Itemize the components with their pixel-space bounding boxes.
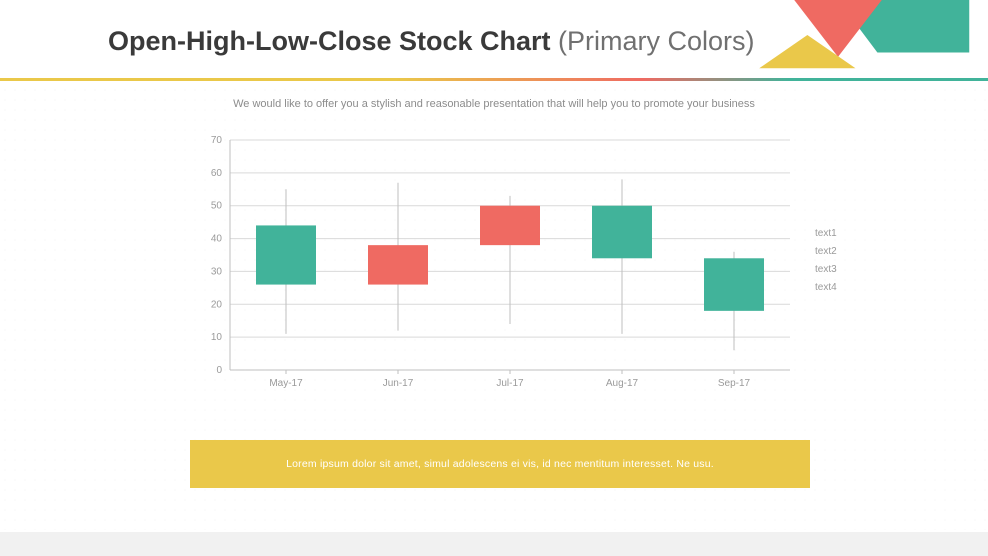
x-tick-label: May-17 xyxy=(269,378,303,389)
title-sub: (Primary Colors) xyxy=(551,26,755,56)
x-tick-label: Sep-17 xyxy=(718,378,751,389)
y-tick-label: 60 xyxy=(211,168,223,179)
yellow-triangle-icon xyxy=(759,35,855,68)
subtitle-text: We would like to offer you a stylish and… xyxy=(0,98,988,110)
footer-bar xyxy=(0,532,988,556)
legend-item: text4 xyxy=(815,279,837,297)
title-main: Open-High-Low-Close Stock Chart xyxy=(108,26,551,56)
ohlc-chart: 0 10 20 30 40 50 60 70 May-17 Jun-17 Jul-17 Aug-17 S… xyxy=(190,130,810,410)
x-tick-label: Jul-17 xyxy=(496,378,524,389)
candle-body xyxy=(256,225,316,284)
candle-body xyxy=(704,258,764,311)
y-tick-label: 0 xyxy=(216,365,222,376)
y-tick-label: 30 xyxy=(211,266,223,277)
gradient-divider xyxy=(0,78,988,81)
y-tick-label: 50 xyxy=(211,201,223,212)
y-tick-label: 20 xyxy=(211,299,223,310)
candle-body xyxy=(480,206,540,245)
caption-text: Lorem ipsum dolor sit amet, simul adoles… xyxy=(286,458,714,470)
y-tick-label: 70 xyxy=(211,135,223,146)
x-tick-label: Jun-17 xyxy=(383,378,414,389)
y-tick-label: 40 xyxy=(211,234,223,245)
legend-item: text2 xyxy=(815,243,837,261)
legend-item: text3 xyxy=(815,261,837,279)
caption-bar: Lorem ipsum dolor sit amet, simul adoles… xyxy=(190,440,810,488)
teal-block xyxy=(838,0,969,53)
x-tick-label: Aug-17 xyxy=(606,378,639,389)
legend-item: text1 xyxy=(815,225,837,243)
page-title: Open-High-Low-Close Stock Chart (Primary… xyxy=(108,26,755,57)
candle-body xyxy=(592,206,652,259)
y-tick-label: 10 xyxy=(211,332,223,343)
slide: Open-High-Low-Close Stock Chart (Primary… xyxy=(0,0,988,556)
red-triangle-icon xyxy=(794,0,882,57)
candle-body xyxy=(368,245,428,284)
chart-legend: text1 text2 text3 text4 xyxy=(815,225,837,297)
